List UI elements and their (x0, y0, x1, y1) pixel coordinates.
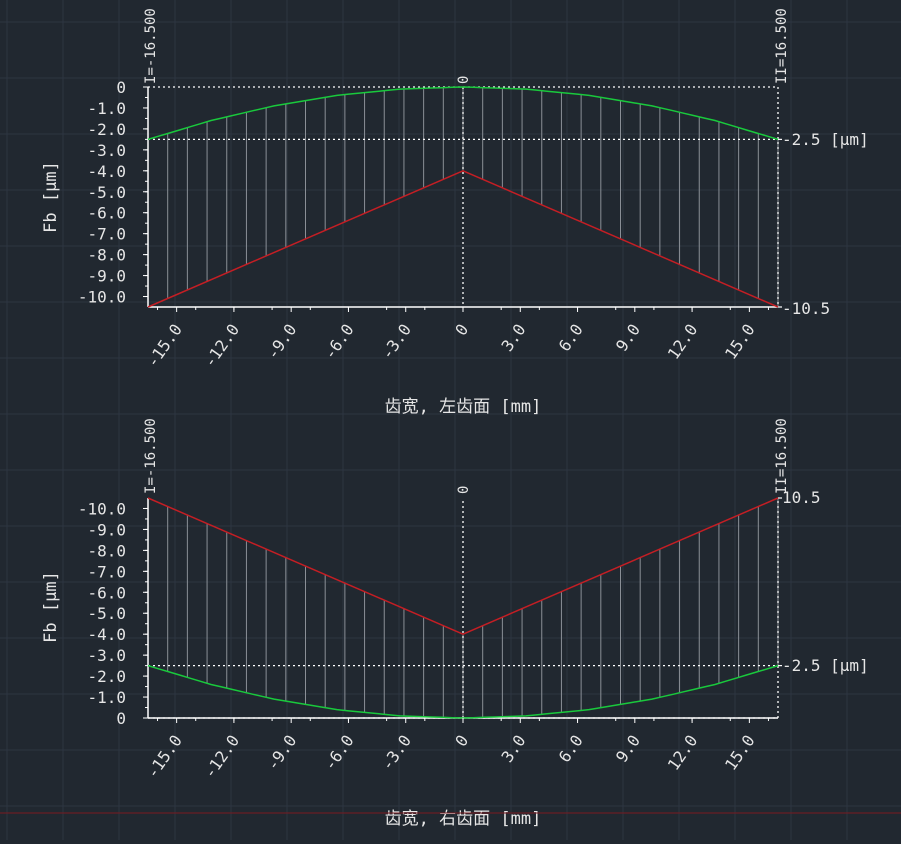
y-tick-label: -9.0 (87, 520, 126, 539)
y-tick-label: -7.0 (87, 562, 126, 581)
upper-limit-label: -2.5 [μm] (782, 130, 869, 149)
x-tick-label: 3.0 (497, 320, 529, 355)
x-tick-label: 15.0 (721, 320, 759, 362)
lower-limit-label: -10.5 (782, 299, 830, 318)
x-tick-label: 12.0 (664, 731, 702, 773)
upper-limit-label: 10.5 (782, 488, 821, 507)
center-marker: 0 (456, 486, 472, 494)
y-tick-label: -10.0 (78, 288, 126, 307)
x-tick-label: -3.0 (377, 320, 415, 362)
y-tick-label: -10.0 (78, 499, 126, 518)
x-tick-label: 0 (451, 731, 472, 750)
x-tick-label: -9.0 (263, 731, 301, 773)
x-axis-title: 齿宽, 左齿面 [mm] (385, 397, 542, 417)
y-tick-label: -6.0 (87, 204, 126, 223)
lower-limit-label: -2.5 [μm] (782, 656, 869, 675)
y-tick-label: -6.0 (87, 583, 126, 602)
center-marker: 0 (456, 76, 472, 84)
y-axis-title: Fb [μm] (41, 571, 61, 643)
y-tick-label: -8.0 (87, 246, 126, 265)
y-tick-label: -5.0 (87, 183, 126, 202)
left-limit-marker: I=-16.500 (143, 418, 159, 494)
x-tick-label: 12.0 (664, 320, 702, 362)
x-axis-title: 齿宽, 右齿面 [mm] (385, 809, 542, 829)
y-tick-label: -2.0 (87, 120, 126, 139)
y-axis-title: Fb [μm] (41, 161, 61, 233)
x-tick-label: -12.0 (200, 731, 243, 781)
x-tick-label: 6.0 (555, 320, 587, 355)
y-tick-label: -3.0 (87, 646, 126, 665)
x-tick-label: -15.0 (143, 320, 186, 370)
x-tick-label: 0 (451, 320, 472, 339)
x-tick-label: 6.0 (555, 731, 587, 766)
x-tick-label: 9.0 (612, 320, 644, 355)
x-tick-label: 15.0 (721, 731, 759, 773)
x-tick-label: -3.0 (377, 731, 415, 773)
y-tick-label: -4.0 (87, 625, 126, 644)
x-tick-label: -12.0 (200, 320, 243, 370)
y-tick-label: 0 (116, 709, 126, 728)
y-tick-label: -5.0 (87, 604, 126, 623)
y-tick-label: -7.0 (87, 225, 126, 244)
y-tick-label: -1.0 (87, 688, 126, 707)
upper-profile-curve (147, 86, 779, 141)
y-tick-label: -9.0 (87, 267, 126, 286)
right-limit-marker: II=16.500 (774, 8, 790, 84)
x-tick-label: 3.0 (497, 731, 529, 766)
x-tick-label: -15.0 (143, 731, 186, 781)
x-tick-label: -6.0 (320, 320, 358, 362)
lower-profile-curve (147, 169, 779, 308)
lower-profile-curve (147, 497, 779, 636)
y-tick-label: -8.0 (87, 541, 126, 560)
x-tick-label: -6.0 (320, 731, 358, 773)
y-tick-label: -1.0 (87, 99, 126, 118)
x-tick-label: -9.0 (263, 320, 301, 362)
left-limit-marker: I=-16.500 (143, 8, 159, 84)
y-tick-label: -4.0 (87, 162, 126, 181)
y-tick-label: 0 (116, 78, 126, 97)
right-limit-marker: II=16.500 (774, 418, 790, 494)
x-tick-label: 9.0 (612, 731, 644, 766)
y-tick-label: -2.0 (87, 667, 126, 686)
y-tick-label: -3.0 (87, 141, 126, 160)
